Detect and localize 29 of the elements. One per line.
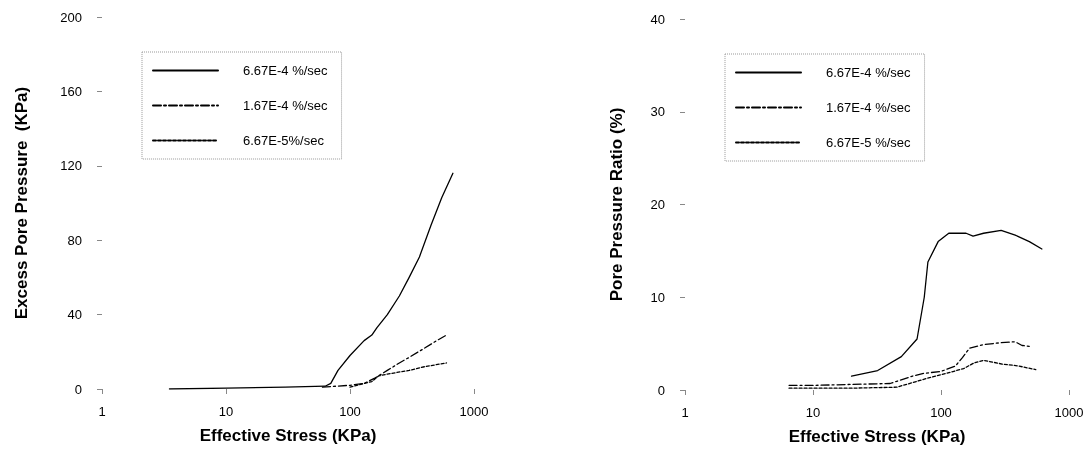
x-axis-title: Effective Stress (KPa) xyxy=(788,427,966,446)
x-tick-label: 1000 xyxy=(459,404,489,419)
y-tick-label: 40 xyxy=(67,307,82,323)
x-tick-label: 1000 xyxy=(1054,405,1084,420)
legend-label: 6.67E-5 %/sec xyxy=(826,135,912,150)
y-axis-title: Excess Pore Pressure (KPa) xyxy=(12,86,31,320)
y-tick-label: 160 xyxy=(60,83,82,99)
legend-label: 6.67E-5%/sec xyxy=(243,133,325,148)
y-tick-label: 200 xyxy=(60,9,82,25)
y-tick-label: 40 xyxy=(650,11,665,27)
legend-label: 6.67E-4 %/sec xyxy=(826,65,912,80)
x-tick-label: 100 xyxy=(339,404,361,419)
y-axis-title: Pore Pressure Ratio (%) xyxy=(607,107,626,302)
y-tick-label: 80 xyxy=(67,232,82,248)
y-tick-label: 20 xyxy=(650,197,665,212)
legend-label: 1.67E-4 %/sec xyxy=(826,100,912,115)
legend-label: 6.67E-4 %/sec xyxy=(243,63,329,78)
x-tick-label: 10 xyxy=(218,404,234,419)
y-tick-label: 10 xyxy=(650,289,665,305)
x-tick-label: 10 xyxy=(805,405,821,420)
y-tick-label: 30 xyxy=(650,104,665,120)
x-tick-label: 1 xyxy=(681,405,689,420)
y-tick-label: 0 xyxy=(657,382,665,398)
x-axis-title: Effective Stress (KPa) xyxy=(199,426,377,445)
y-tick-label: 0 xyxy=(74,381,82,397)
y-tick-label: 120 xyxy=(60,158,82,174)
legend-label: 1.67E-4 %/sec xyxy=(243,98,329,113)
x-tick-label: 1 xyxy=(98,404,106,419)
x-tick-label: 100 xyxy=(930,405,952,420)
